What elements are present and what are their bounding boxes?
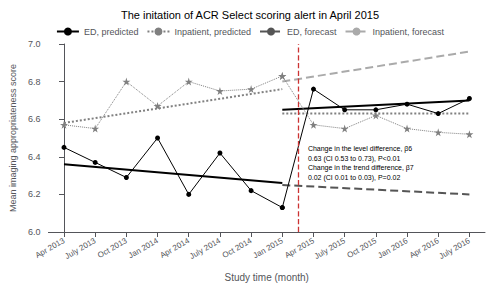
svg-text:Change in the trend difference: Change in the trend difference, β7	[308, 164, 414, 172]
svg-text:ED, forecast: ED, forecast	[287, 27, 337, 37]
svg-text:Jan 2014: Jan 2014	[127, 236, 160, 261]
svg-text:Study time (month): Study time (month)	[224, 272, 308, 283]
svg-text:6.4: 6.4	[28, 152, 41, 162]
svg-text:Inpatient, forecast: Inpatient, forecast	[373, 27, 445, 37]
svg-text:6.0: 6.0	[28, 227, 41, 237]
svg-text:July 2013: July 2013	[63, 236, 98, 261]
svg-text:Apr 2016: Apr 2016	[408, 236, 441, 260]
svg-text:July 2015: July 2015	[313, 236, 348, 261]
svg-text:Mean imaging appropriateness s: Mean imaging appropriateness score	[8, 64, 18, 212]
svg-text:Inpatient, predicted: Inpatient, predicted	[174, 27, 251, 37]
svg-text:Oct 2015: Oct 2015	[346, 236, 379, 260]
svg-text:Jan 2016: Jan 2016	[376, 236, 409, 261]
svg-text:July 2014: July 2014	[188, 236, 223, 261]
svg-text:Jan 2015: Jan 2015	[252, 236, 285, 261]
svg-text:6.2: 6.2	[28, 189, 41, 199]
svg-text:Apr 2014: Apr 2014	[158, 236, 191, 260]
svg-text:Oct 2014: Oct 2014	[221, 236, 254, 260]
svg-text:0.02 (CI 0.01 to 0.03), P=0.02: 0.02 (CI 0.01 to 0.03), P=0.02	[308, 174, 401, 182]
svg-text:6.8: 6.8	[28, 77, 41, 87]
svg-text:Change in the level difference: Change in the level difference, β6	[308, 145, 412, 153]
svg-text:Apr 2015: Apr 2015	[283, 236, 316, 260]
svg-text:6.6: 6.6	[28, 114, 41, 124]
svg-text:Oct 2013: Oct 2013	[96, 236, 129, 260]
svg-text:ED, predicted: ED, predicted	[84, 27, 139, 37]
svg-text:Apr 2013: Apr 2013	[34, 236, 67, 260]
svg-text:7.0: 7.0	[28, 39, 41, 49]
svg-text:The initation of ACR Select sc: The initation of ACR Select scoring aler…	[121, 9, 379, 21]
svg-text:0.63 (CI 0.53 to 0.73), P<0.01: 0.63 (CI 0.53 to 0.73), P<0.01	[308, 155, 401, 163]
svg-text:July 2016: July 2016	[438, 236, 473, 261]
